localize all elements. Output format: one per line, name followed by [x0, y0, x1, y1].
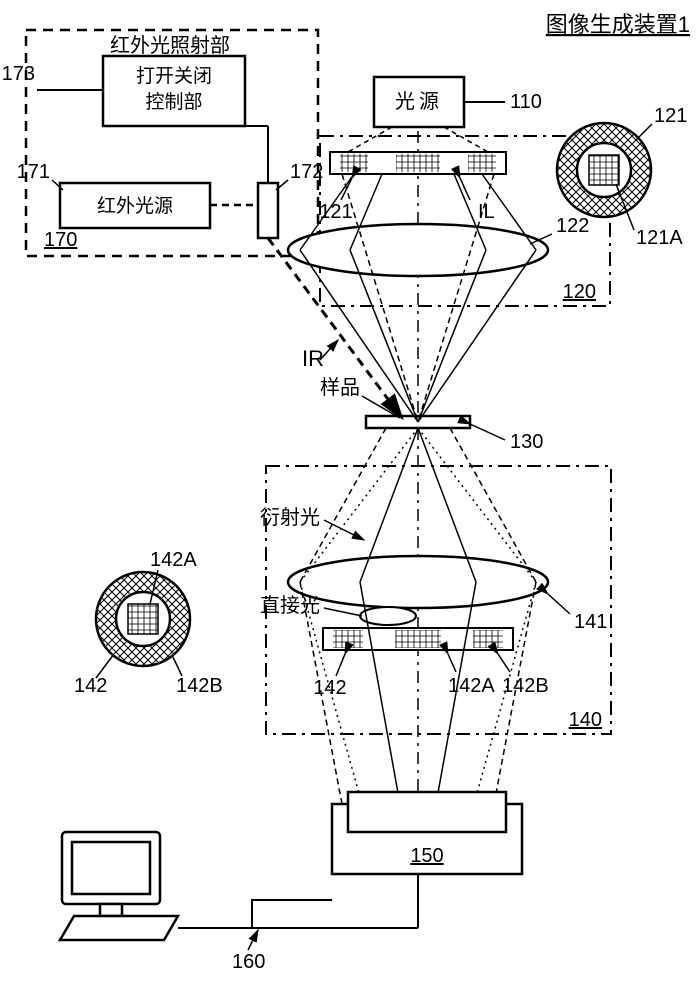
- ref-160: 160: [232, 951, 265, 973]
- inset-ref-142o: 142: [74, 675, 107, 697]
- ir-section-ref: 170: [44, 229, 77, 251]
- control-label2: 控制部: [145, 91, 202, 113]
- mirror-box: [258, 183, 278, 238]
- ref-121: 121: [319, 201, 352, 223]
- ref-140: 140: [569, 709, 602, 731]
- ref-173: 173: [2, 63, 35, 85]
- light-source-label: 光源: [395, 90, 443, 113]
- direct-label: 直接光: [260, 594, 320, 617]
- ref-150: 150: [410, 845, 443, 867]
- inset-142: [96, 572, 190, 666]
- ref-171: 171: [17, 161, 50, 183]
- diagram-svg: 图像生成装置1 红外光照射部 170 打开关闭 控制部 173 红外光源 171…: [0, 0, 699, 1000]
- inset-ref-142B: 142B: [176, 675, 223, 697]
- ir-section-title: 红外光照射部: [110, 34, 230, 57]
- ref-130: 130: [510, 431, 543, 453]
- inset-ref-121A: 121A: [636, 227, 683, 249]
- inset-ref-142A: 142A: [150, 549, 197, 571]
- ir-source-label: 红外光源: [97, 195, 173, 217]
- sample-label: 样品: [320, 376, 360, 399]
- ref-110: 110: [510, 91, 542, 113]
- mask-142: [323, 628, 513, 650]
- control-label1: 打开关闭: [136, 65, 212, 87]
- inset-ref-121: 121: [654, 105, 687, 127]
- ref-IL: IL: [478, 201, 495, 223]
- ref-120: 120: [563, 281, 596, 303]
- mask-121: [330, 152, 506, 174]
- direct-spot: [360, 607, 416, 625]
- detector-inner: [348, 792, 506, 832]
- ref-172: 172: [290, 161, 323, 183]
- inset-121: [557, 123, 651, 217]
- ref-142A: 142A: [448, 675, 495, 697]
- computer-icon: [60, 832, 178, 940]
- ref-122: 122: [556, 215, 589, 237]
- device-title: 图像生成装置1: [546, 12, 690, 37]
- ref-142B: 142B: [502, 675, 549, 697]
- ref-142: 142: [313, 677, 346, 699]
- diffract-label: 衍射光: [260, 506, 320, 529]
- lens-141: [288, 556, 548, 608]
- ref-141: 141: [574, 611, 607, 633]
- lens-122: [288, 224, 548, 276]
